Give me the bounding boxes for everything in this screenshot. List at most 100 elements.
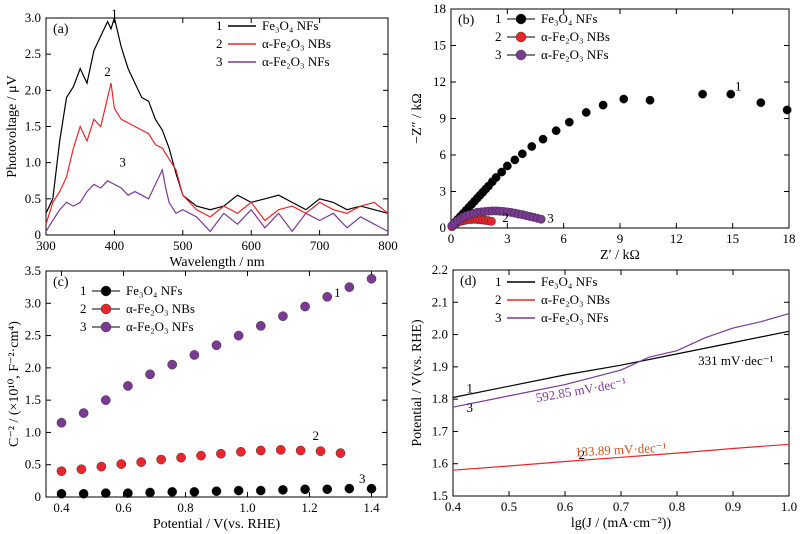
data-point [76, 464, 87, 475]
data-point [56, 466, 67, 476]
x-tick-label: 1.0 [781, 499, 797, 514]
y-tick-label: 1.0 [25, 155, 41, 170]
data-point [56, 488, 67, 499]
y-tick-label: 2.0 [432, 327, 448, 342]
data-point [196, 450, 206, 461]
series-line-1 [45, 15, 389, 214]
data-point [123, 381, 133, 391]
x-tick-label: 0 [448, 231, 455, 246]
curve-label: 3 [547, 211, 554, 226]
y-tick-label: 1.9 [432, 359, 448, 374]
y-tick-label: 2.0 [25, 360, 41, 375]
data-point [335, 448, 346, 458]
y-tick-label: 3 [440, 184, 447, 199]
legend-number: 2 [495, 292, 502, 307]
data-point [100, 488, 111, 498]
curve-label: 3 [359, 471, 366, 486]
data-point [486, 216, 496, 226]
y-tick-label: 0 [35, 227, 42, 242]
data-point [756, 98, 766, 108]
y-tick-label: 12 [433, 74, 446, 89]
legend-label: Fe₃O₄ NFs [262, 18, 318, 33]
data-point [96, 461, 107, 472]
legend-number: 3 [495, 310, 502, 325]
y-tick-label: 0.5 [25, 457, 41, 472]
data-point [211, 340, 222, 351]
x-tick-label: 0.5 [501, 499, 517, 514]
curve-label: 3 [467, 400, 474, 415]
data-point [236, 446, 246, 457]
x-axis-label: Potential / V(vs. RHE) [153, 517, 281, 532]
x-tick-label: 800 [378, 238, 398, 253]
y-tick-label: 2.5 [25, 46, 41, 61]
data-point [278, 485, 288, 495]
legend-number: 3 [495, 47, 502, 62]
legend-number: 1 [495, 11, 502, 26]
x-tick-label: 0.4 [445, 499, 462, 514]
legend-swatch-marker [100, 303, 112, 315]
y-axis-label: Potential / V(vs. RHE) [410, 319, 425, 447]
data-point [619, 94, 629, 104]
x-tick-label: 6 [560, 231, 567, 246]
x-tick-label: 600 [241, 238, 261, 253]
legend-number: 1 [216, 18, 223, 33]
x-tick-label: 15 [726, 231, 739, 246]
data-point [78, 408, 89, 418]
x-tick-label: 1.0 [239, 500, 255, 515]
legend-number: 2 [80, 301, 87, 316]
data-point [527, 142, 537, 151]
legend-number: 1 [80, 283, 87, 298]
y-tick-label: 6 [440, 147, 447, 162]
data-point [255, 445, 266, 456]
data-point [581, 108, 591, 117]
y-tick-label: 3.5 [25, 263, 41, 278]
curve-label: 2 [502, 210, 509, 225]
y-tick-label: 1.5 [432, 488, 448, 503]
x-axis-label: Z′ / kΩ [600, 248, 640, 263]
curve-label: 1 [334, 285, 341, 300]
data-point [167, 359, 178, 370]
legend-label: α-Fe₂O₃ NFs [541, 47, 609, 62]
x-tick-label: 400 [105, 238, 125, 253]
data-point [255, 485, 266, 496]
data-point [782, 105, 792, 115]
data-point [598, 100, 608, 110]
y-tick-label: 1.7 [432, 423, 449, 438]
slope-annotation: 133.89 mV·dec⁻¹ [575, 440, 667, 460]
x-tick-label: 0.8 [669, 499, 685, 514]
panel-c: 0.4 0.6 0.8 1.0 1.2 1.4 0 0.5 1.0 1.5 2.0 2.5 3.0 3.5… [7, 263, 388, 532]
data-point [100, 395, 111, 405]
y-axis-label: −Z″ / kΩ [410, 93, 425, 144]
y-tick-label: 1.6 [432, 456, 449, 471]
series-line-3 [45, 167, 389, 233]
legend-label: α-Fe₂O₃ NBs [541, 29, 610, 44]
x-tick-label: 1.2 [301, 500, 317, 515]
data-point [315, 446, 326, 456]
data-point [233, 330, 244, 341]
legend-swatch-marker [515, 13, 527, 25]
series-line-3 [452, 313, 790, 408]
x-tick-label: 12 [670, 231, 683, 246]
panel-label: (c) [53, 275, 69, 290]
legend-number: 2 [495, 29, 502, 44]
data-point [56, 417, 67, 428]
legend-number: 1 [495, 274, 502, 289]
legend-swatch-marker [100, 321, 112, 333]
data-point [502, 161, 512, 171]
plot-frame [450, 8, 790, 229]
y-tick-label: 1.5 [25, 119, 41, 134]
data-point [536, 214, 546, 224]
y-tick-label: 1.0 [25, 424, 41, 439]
series-line-1 [452, 330, 790, 399]
panel-a: 300 400 500 600 700 800 0 0.5 1.0 1.5 2.0 2.5 3.0 Wav… [5, 6, 398, 270]
x-tick-label: 9 [617, 231, 624, 246]
x-tick-label: 0.9 [725, 499, 741, 514]
data-point [176, 452, 186, 463]
data-point [726, 89, 736, 99]
legend-label: α-Fe₂O₃ NFs [262, 54, 330, 69]
data-point [698, 89, 708, 99]
data-point [145, 487, 155, 498]
plot-frame [45, 270, 388, 498]
